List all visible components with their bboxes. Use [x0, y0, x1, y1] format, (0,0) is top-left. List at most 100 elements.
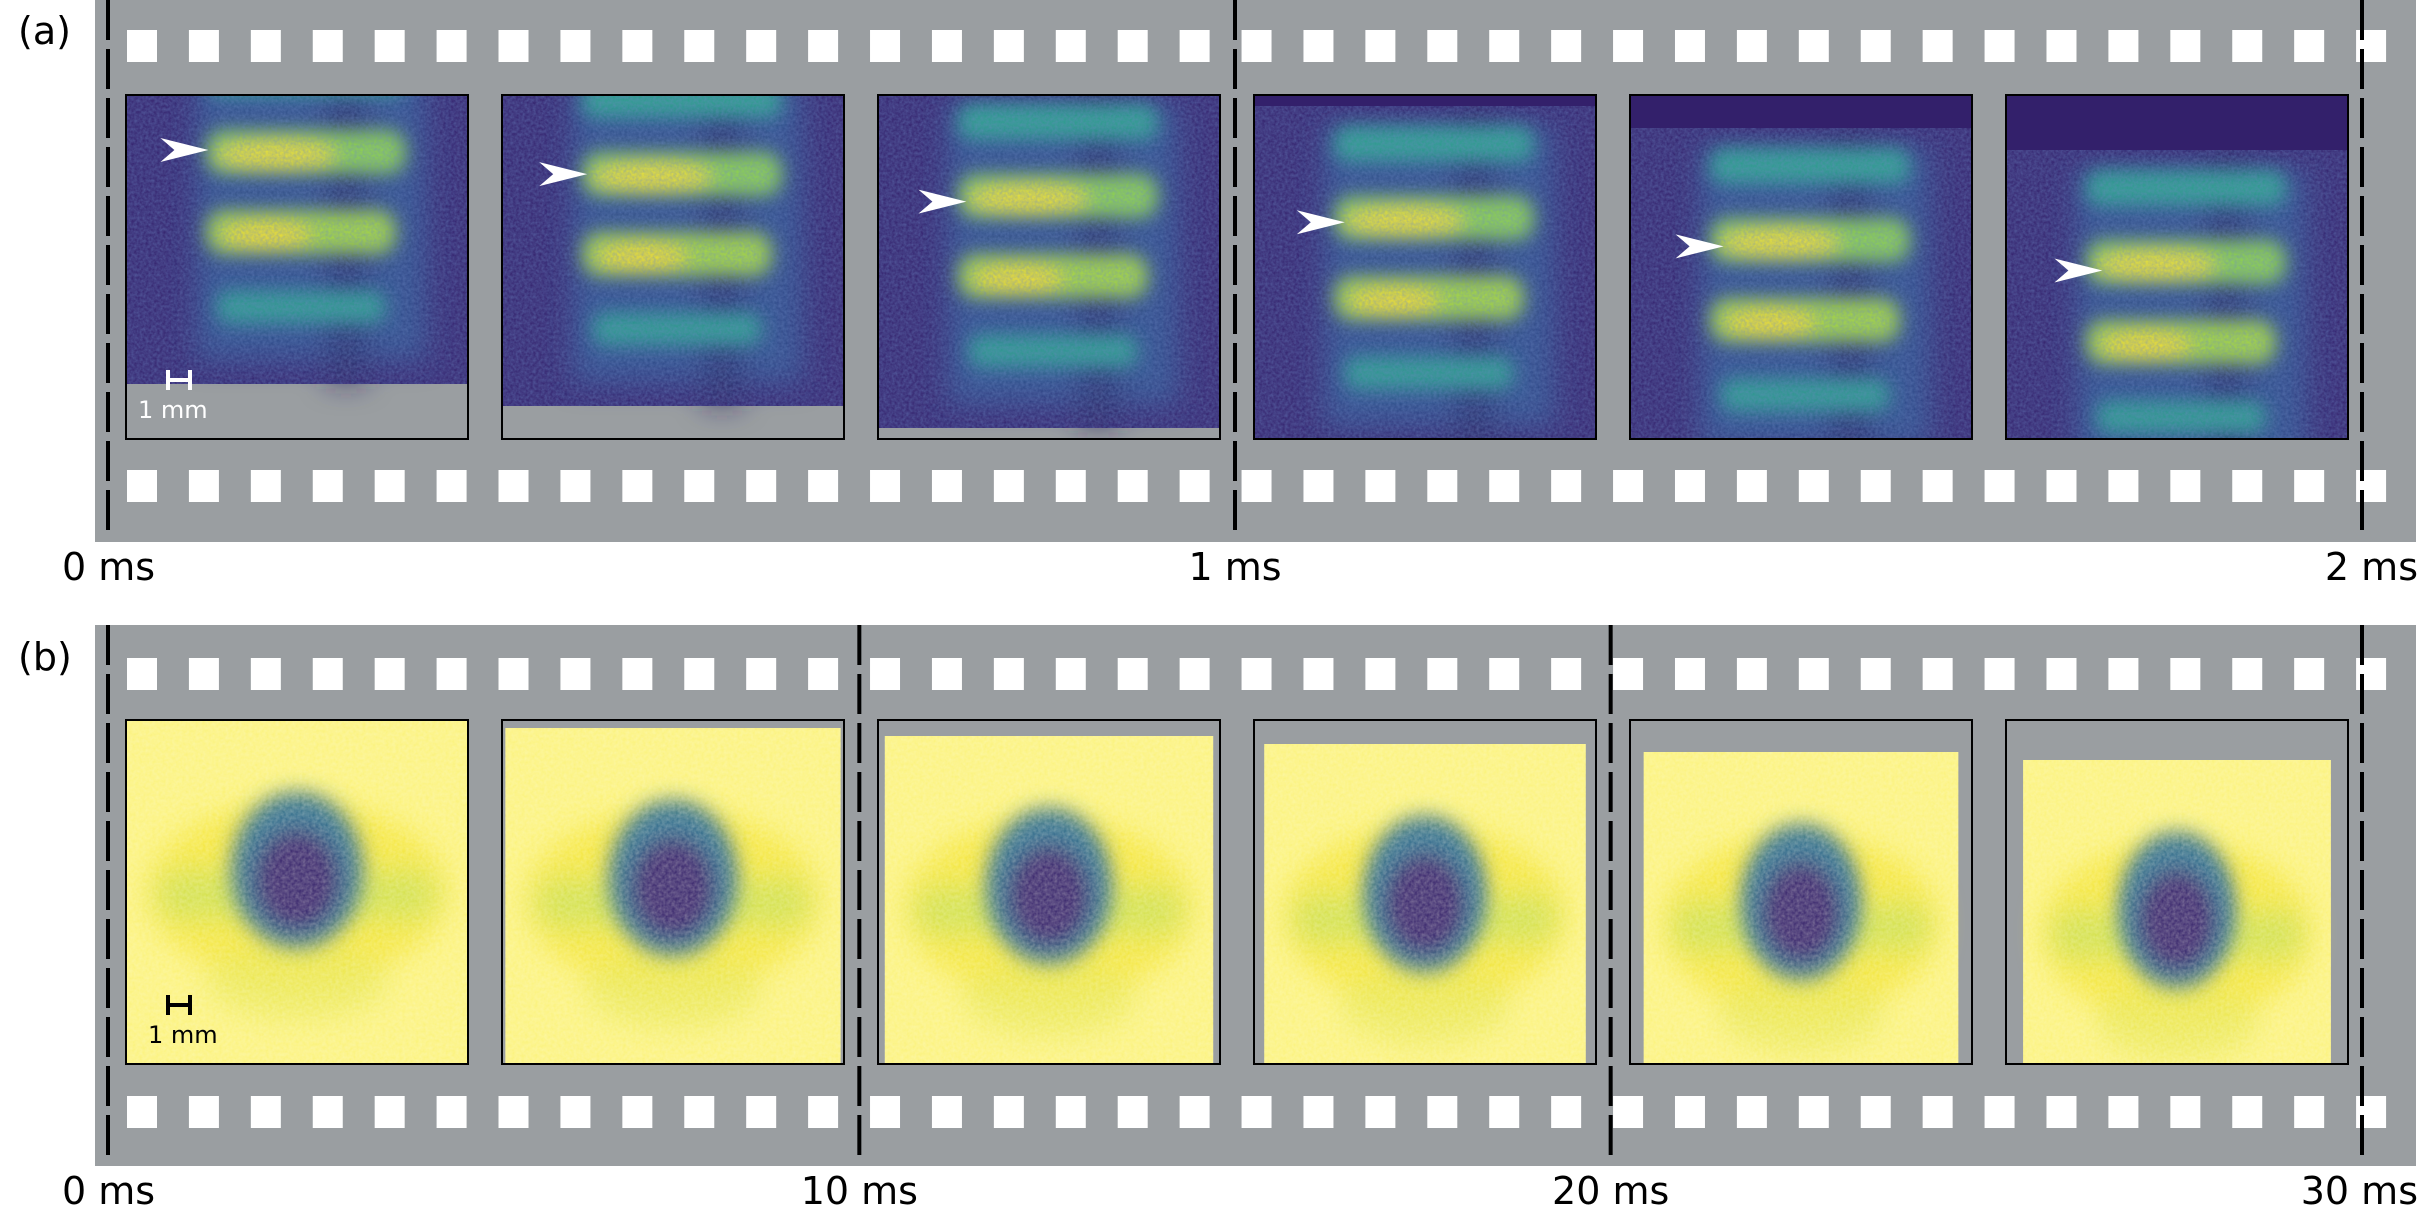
sprocket-hole [1179, 1096, 1210, 1128]
sprocket-hole [1922, 658, 1953, 690]
sprocket-hole [374, 658, 405, 690]
sprocket-hole [1984, 470, 2015, 502]
sprocket-hole [931, 30, 962, 62]
sprocket-hole [1365, 1096, 1396, 1128]
sprocket-hole [374, 30, 405, 62]
sprocket-hole [1241, 658, 1272, 690]
sprocket-hole [2232, 1096, 2263, 1128]
sprocket-hole [2108, 30, 2139, 62]
sprocket-hole [808, 30, 839, 62]
sprocket-hole [1241, 470, 1272, 502]
sprocket-hole [1117, 658, 1148, 690]
sprocket-hole [1860, 470, 1891, 502]
sprocket-hole [1674, 30, 1705, 62]
sprocket-hole [2108, 470, 2139, 502]
panel-label: (b) [18, 635, 72, 679]
sprocket-hole [498, 30, 529, 62]
sprocket-hole [250, 1096, 281, 1128]
scale-bar: 1 mm [138, 370, 208, 424]
sprocket-hole [931, 470, 962, 502]
sprocket-hole [1303, 658, 1334, 690]
sprocket-hole [931, 658, 962, 690]
image-frame [1629, 719, 1973, 1065]
time-label: 0 ms [62, 545, 155, 589]
sprocket-hole [1489, 30, 1520, 62]
sprocket-hole [993, 470, 1024, 502]
sprocket-hole [374, 1096, 405, 1128]
sprocket-hole [1489, 1096, 1520, 1128]
sprocket-hole [1984, 30, 2015, 62]
sprocket-hole [127, 658, 157, 690]
sprocket-hole [1365, 470, 1396, 502]
sprocket-hole [250, 30, 281, 62]
arrowhead-marker [1675, 234, 1724, 259]
sprocket-hole [1427, 470, 1458, 502]
sprocket-hole [2232, 470, 2263, 502]
sprocket-hole [312, 30, 343, 62]
sprocket-hole [622, 30, 653, 62]
frame-border [877, 94, 1221, 440]
frame-border [1253, 719, 1597, 1065]
sprocket-hole [1303, 470, 1334, 502]
sprocket-hole [2046, 30, 2077, 62]
sprocket-hole [1489, 658, 1520, 690]
sprocket-hole [2046, 1096, 2077, 1128]
sprocket-hole [746, 1096, 777, 1128]
sprocket-hole [1241, 1096, 1272, 1128]
sprocket-hole [2046, 658, 2077, 690]
time-label: 2 ms [2325, 545, 2418, 589]
sprocket-hole [746, 470, 777, 502]
sprocket-hole [808, 470, 839, 502]
sprocket-hole [1736, 658, 1767, 690]
sprocket-hole [312, 658, 343, 690]
sprocket-hole [870, 1096, 901, 1128]
image-frame [2005, 719, 2349, 1065]
image-frame [1629, 94, 1973, 440]
sprocket-hole [127, 30, 157, 62]
sprocket-hole [1798, 470, 1829, 502]
time-label: 10 ms [801, 1169, 918, 1213]
sprocket-hole [2170, 1096, 2201, 1128]
sprocket-hole [2046, 470, 2077, 502]
sprocket-hole [188, 658, 219, 690]
sprocket-hole [1117, 30, 1148, 62]
sprocket-hole [993, 658, 1024, 690]
sprocket-hole [622, 470, 653, 502]
time-label: 0 ms [62, 1169, 155, 1213]
sprocket-hole [1798, 658, 1829, 690]
arrowhead-marker [539, 162, 588, 187]
sprocket-hole [993, 30, 1024, 62]
frame-border [877, 719, 1221, 1065]
time-label: 30 ms [2301, 1169, 2418, 1213]
sprocket-hole [1984, 658, 2015, 690]
sprocket-hole [374, 470, 405, 502]
sprocket-hole [312, 470, 343, 502]
sprocket-hole [1055, 30, 1086, 62]
scale-bar-label: 1 mm [148, 1021, 218, 1049]
sprocket-hole [560, 1096, 591, 1128]
sprocket-hole [808, 658, 839, 690]
sprocket-hole [1365, 30, 1396, 62]
sprocket-hole [1674, 658, 1705, 690]
sprocket-hole [127, 1096, 157, 1128]
image-frame [1253, 719, 1597, 1065]
sprocket-hole [622, 1096, 653, 1128]
panel-label: (a) [18, 9, 71, 53]
sprocket-hole [1613, 1096, 1644, 1128]
sprocket-hole [1613, 658, 1644, 690]
sprocket-hole [1551, 1096, 1582, 1128]
frame-border [501, 719, 845, 1065]
image-frame [877, 94, 1221, 440]
sprocket-hole [684, 658, 715, 690]
sprocket-hole [2232, 30, 2263, 62]
sprocket-hole [2232, 658, 2263, 690]
sprocket-hole [1117, 470, 1148, 502]
sprocket-hole [808, 1096, 839, 1128]
sprocket-hole [870, 658, 901, 690]
sprocket-hole [1736, 470, 1767, 502]
sprocket-hole [746, 658, 777, 690]
frame-border [1629, 94, 1973, 440]
sprocket-hole [1489, 470, 1520, 502]
sprocket-hole [1241, 30, 1272, 62]
